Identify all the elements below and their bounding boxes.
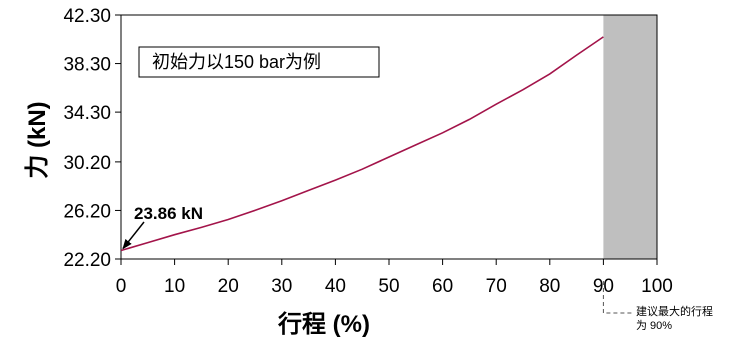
force-curve-line <box>120 36 604 252</box>
y-tick-label: 22.20 <box>63 250 111 271</box>
x-tick-label: 90 <box>593 276 614 297</box>
x-tick-label: 10 <box>164 276 185 297</box>
x-tick-label: 0 <box>116 276 127 297</box>
x-tick-label: 50 <box>378 276 399 297</box>
max-stroke-note-line1: 建议最大的行程 <box>636 304 713 318</box>
legend-text: 初始力以150 bar为例 <box>152 52 321 72</box>
x-tick-label: 40 <box>325 276 346 297</box>
x-tick-label: 70 <box>486 276 507 297</box>
x-tick-label: 30 <box>271 276 292 297</box>
x-tick-label: 20 <box>218 276 239 297</box>
x-axis-ticks: 0 10 20 30 40 50 60 70 80 90 100 <box>116 259 673 297</box>
y-tick-label: 26.20 <box>63 201 111 222</box>
legend-box: 初始力以150 bar为例 <box>138 46 380 78</box>
y-axis-label: 力 (kN) <box>24 101 51 178</box>
initial-force-annotation: 23.86 kN <box>122 204 203 250</box>
y-tick-label: 30.20 <box>63 153 111 174</box>
x-tick-label: 80 <box>539 276 560 297</box>
max-stroke-note: 建议最大的行程 为 90% <box>602 281 713 332</box>
y-tick-label: 38.30 <box>63 55 111 76</box>
max-stroke-leader-line <box>602 281 632 314</box>
initial-force-label: 23.86 kN <box>134 204 203 223</box>
annotation-arrow <box>122 221 145 250</box>
x-tick-label: 100 <box>641 276 673 297</box>
recommended-limit-shaded-region <box>603 15 657 259</box>
y-tick-label: 34.30 <box>63 103 111 124</box>
x-axis-label: 行程 (%) <box>277 310 370 338</box>
y-axis-ticks: 22.20 26.20 30.20 34.30 38.30 42.30 <box>63 6 121 271</box>
x-tick-label: 60 <box>432 276 453 297</box>
y-tick-label: 42.30 <box>63 6 111 27</box>
max-stroke-note-line2: 为 90% <box>636 319 672 332</box>
